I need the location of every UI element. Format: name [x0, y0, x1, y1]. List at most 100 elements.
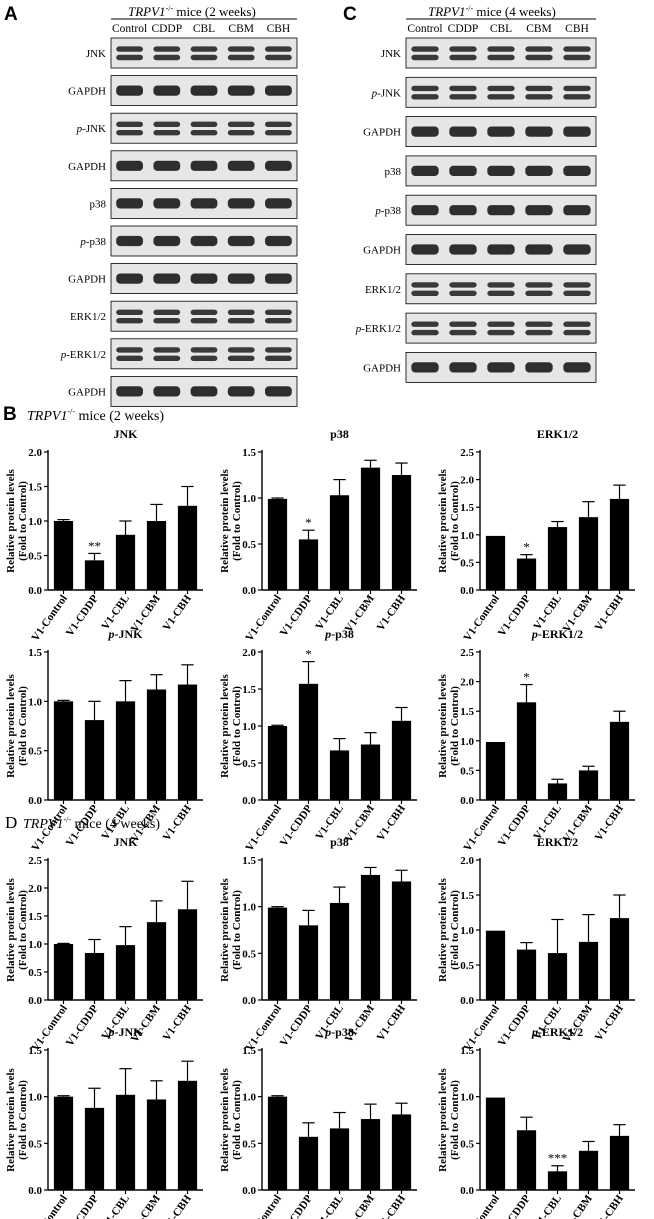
- blot-label: GAPDH: [68, 86, 106, 98]
- y-tick-label: 1.0: [242, 902, 256, 914]
- blot-label: GAPDH: [68, 161, 106, 173]
- blot-band: [227, 85, 255, 96]
- blot-band: [265, 130, 292, 136]
- y-tick-label: 1.5: [460, 1045, 474, 1057]
- y-tick-label: 0.5: [242, 1138, 256, 1150]
- blot-band: [487, 290, 515, 296]
- chart-title: p-JNK: [108, 1025, 144, 1039]
- bar-chart: JNK Relative protein levels(Fold to Contr…: [5, 427, 203, 644]
- blot-band: [116, 235, 143, 247]
- blot-label-text: GAPDH: [68, 386, 106, 398]
- blot-band: [153, 46, 181, 52]
- blot-band: [411, 205, 439, 216]
- blot-band: [116, 121, 143, 127]
- blot-label-text: ERK1/2: [70, 311, 106, 323]
- chart-title: p-p38: [324, 1025, 354, 1039]
- chart-title: p-p38: [324, 627, 354, 641]
- blot-band: [563, 362, 591, 373]
- bar-chart: p-ERK1/2 Relative protein levels(Fold to …: [437, 1025, 635, 1219]
- bar-V1-CBH: [609, 721, 630, 800]
- blot-band: [153, 54, 181, 61]
- y-tick-label: 0.5: [242, 948, 256, 960]
- y-axis-label-line1: Relative protein levels: [219, 468, 231, 572]
- y-axis-label: Relative protein levels(Fold to Control): [437, 468, 461, 572]
- y-tick-label: 1.5: [242, 1045, 256, 1057]
- blot-band: [190, 273, 218, 284]
- blot-band: [116, 273, 143, 284]
- blot-label: GAPDH: [363, 362, 401, 374]
- blot-band: [525, 205, 553, 216]
- blot-band: [265, 54, 292, 61]
- blot-band: [265, 355, 292, 361]
- y-tick-label: 0.5: [28, 967, 42, 979]
- chart-title: p38: [330, 427, 349, 441]
- y-tick-label: 0.5: [460, 557, 474, 569]
- panel-letter-A: A: [4, 4, 18, 25]
- blot-band: [525, 126, 553, 137]
- chart-title-prefix: p: [531, 627, 538, 641]
- chart-title-text: JNK: [114, 835, 139, 849]
- chart-title-prefix: p: [324, 1025, 331, 1039]
- blot-label-prefix: p: [371, 87, 378, 99]
- blot-band: [153, 273, 181, 284]
- blot-band: [487, 54, 515, 61]
- y-tick-label: 1.5: [460, 890, 474, 902]
- blot-band: [449, 329, 477, 336]
- y-tick-label: 1.5: [28, 647, 42, 659]
- blot-label: p-JNK: [371, 87, 401, 99]
- bar-V1-CDDP: [298, 683, 319, 800]
- blot-label: p-p38: [79, 236, 106, 248]
- bar-V1-CBH: [391, 881, 412, 1000]
- blot-band: [525, 85, 553, 92]
- y-axis-label-line1: Relative protein levels: [5, 468, 17, 572]
- blot-band: [487, 165, 515, 176]
- x-tick-label: V1-CBH: [161, 592, 195, 633]
- chart-title: p38: [330, 835, 349, 849]
- blot-band: [227, 355, 255, 361]
- blot-band: [525, 46, 553, 52]
- blot-label: p38: [385, 166, 402, 178]
- bar-V1-Control: [53, 521, 74, 590]
- blot-band: [190, 355, 218, 361]
- panel-letter-D: D: [5, 813, 17, 832]
- bar-V1-CBH: [391, 720, 412, 800]
- y-axis-label-line1: Relative protein levels: [5, 877, 17, 981]
- blot-band: [487, 85, 515, 92]
- bar-V1-CBL: [547, 783, 568, 800]
- y-tick-label: 2.5: [460, 647, 474, 659]
- y-axis-label: Relative protein levels(Fold to Control): [437, 877, 461, 981]
- bar-V1-CBM: [578, 770, 599, 800]
- blot-band: [487, 46, 515, 52]
- blot-band: [153, 309, 181, 315]
- blot-band: [487, 94, 515, 100]
- y-axis-label-line2: (Fold to Control): [231, 890, 243, 970]
- bar-V1-CBH: [177, 909, 198, 1000]
- blot-label: GAPDH: [363, 127, 401, 139]
- blot-strip: [405, 37, 597, 69]
- blot-band: [563, 205, 591, 216]
- blot-band: [411, 282, 439, 288]
- y-axis-label-line1: Relative protein levels: [5, 1067, 17, 1171]
- bar-V1-CBL: [115, 945, 136, 1000]
- blot-label-text: GAPDH: [363, 362, 401, 374]
- y-tick-label: 1.0: [28, 696, 42, 708]
- chart-title-text: JNK: [114, 427, 139, 441]
- y-tick-label: 2.5: [460, 447, 474, 459]
- blot-band: [116, 309, 143, 315]
- blot-band: [116, 160, 143, 171]
- y-axis-label-line2: (Fold to Control): [17, 1080, 29, 1160]
- blot-band: [487, 126, 515, 137]
- bar-V1-CBM: [360, 874, 381, 1000]
- blot-band: [449, 205, 477, 216]
- y-axis-label-line1: Relative protein levels: [219, 877, 231, 981]
- blot-band: [116, 318, 143, 324]
- y-tick-label: 1.5: [242, 447, 256, 459]
- y-tick-label: 0.5: [28, 746, 42, 758]
- x-tick-label: V1-Control: [461, 593, 502, 644]
- blot-band: [449, 290, 477, 296]
- y-axis-label: Relative protein levels(Fold to Control): [5, 468, 29, 572]
- blot-band: [153, 355, 181, 361]
- blot-label-text: -p38: [86, 236, 107, 248]
- blot-label: p-p38: [374, 205, 401, 217]
